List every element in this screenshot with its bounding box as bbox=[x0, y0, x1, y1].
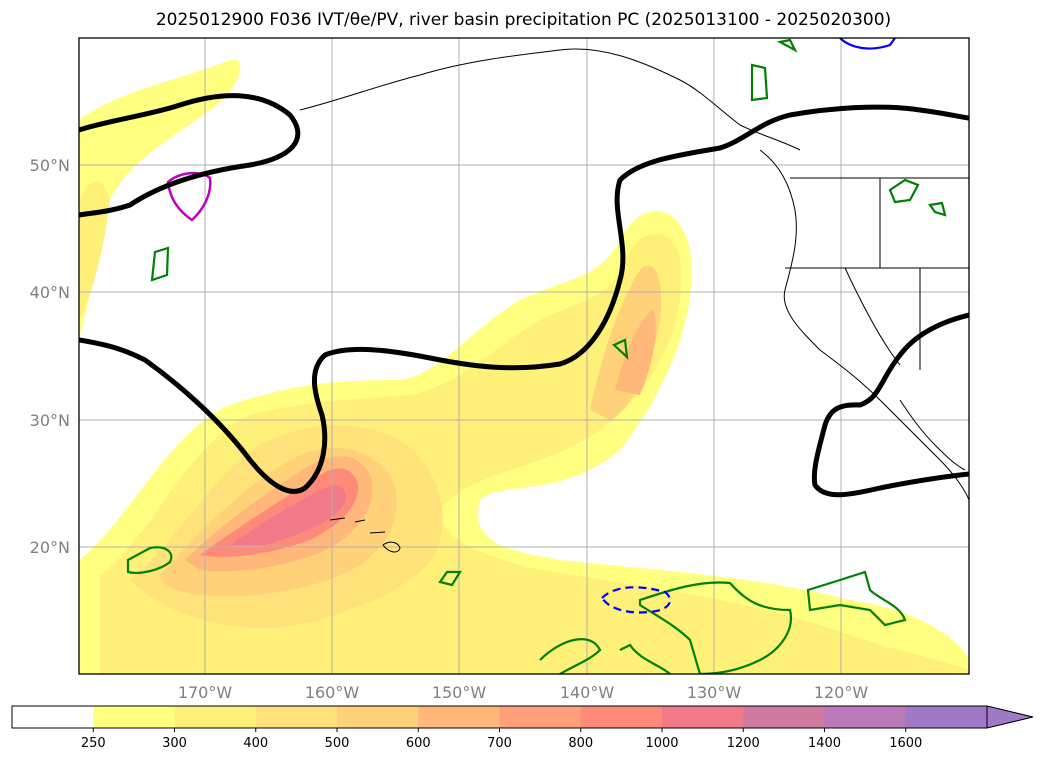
colorbar-tick-label: 1000 bbox=[645, 736, 678, 751]
ivt-band-800 bbox=[230, 485, 346, 545]
colorbar-tick-label: 1600 bbox=[889, 736, 922, 751]
pv-7 bbox=[750, 63, 769, 102]
colorbar-segment bbox=[337, 706, 419, 728]
alaska-coast bbox=[299, 48, 801, 151]
pv-neg-2 bbox=[839, 38, 896, 50]
pv-2 bbox=[150, 246, 170, 282]
colorbar-segment bbox=[499, 706, 582, 728]
lat-label: 30°N bbox=[30, 411, 70, 430]
colorbar-tick-label: 800 bbox=[568, 736, 593, 751]
baja-coast bbox=[899, 399, 966, 471]
pv-negative bbox=[600, 38, 896, 614]
coastlines bbox=[299, 48, 969, 553]
colorbar-segment bbox=[12, 706, 94, 728]
theta-e-north bbox=[79, 93, 301, 218]
lon-label: 140°W bbox=[560, 683, 615, 702]
lat-label: 20°N bbox=[30, 538, 70, 557]
colorbar-segment bbox=[743, 706, 825, 728]
pv-neg-1 bbox=[600, 586, 672, 614]
pv-8 bbox=[888, 178, 920, 204]
pv-contours bbox=[126, 38, 947, 674]
lon-label: 170°W bbox=[178, 683, 233, 702]
colorbar-segment bbox=[174, 706, 257, 728]
map-panel bbox=[79, 38, 969, 674]
pv-4 bbox=[539, 638, 602, 674]
colorbar: 250 300 400 500 600 700 800 1000 1200 1400 1600 bbox=[11, 705, 1034, 751]
hawaii bbox=[329, 517, 401, 553]
theta-e-contours bbox=[79, 93, 969, 498]
colorbar-segment bbox=[418, 706, 500, 728]
lon-label: 130°W bbox=[687, 683, 742, 702]
colorbar-segment bbox=[824, 706, 907, 728]
lat-label: 40°N bbox=[30, 283, 70, 302]
colorbar-tick-label: 600 bbox=[406, 736, 431, 751]
colorbar-segment bbox=[662, 706, 744, 728]
pv-1 bbox=[126, 546, 173, 574]
lon-labels: 170°W 160°W 150°W 140°W 130°W 120°W bbox=[178, 683, 869, 702]
map-grid bbox=[79, 38, 969, 674]
pv-6 bbox=[806, 570, 907, 627]
state-border-5 bbox=[844, 267, 901, 366]
colorbar-tick-label: 400 bbox=[243, 736, 268, 751]
lon-label: 160°W bbox=[305, 683, 360, 702]
colorbar-tick-label: 500 bbox=[325, 736, 350, 751]
colorbar-tick-label: 1200 bbox=[727, 736, 760, 751]
map-title: 2025012900 F036 IVT/θe/PV, river basin p… bbox=[155, 10, 892, 30]
north-america-coast bbox=[759, 149, 969, 501]
pv-5 bbox=[638, 581, 793, 674]
pv-11 bbox=[619, 643, 671, 674]
lat-labels: 50°N 40°N 30°N 20°N bbox=[30, 156, 70, 557]
colorbar-tick-label: 700 bbox=[487, 736, 512, 751]
colorbar-tick-label: 300 bbox=[162, 736, 187, 751]
colorbar-tick-label: 250 bbox=[81, 736, 106, 751]
pv-9 bbox=[928, 201, 947, 217]
ivt-band-nw bbox=[79, 59, 241, 340]
colorbar-extend-arrow bbox=[986, 705, 1034, 729]
colorbar-segment bbox=[255, 706, 338, 728]
colorbar-segment bbox=[905, 706, 988, 728]
colorbar-segment bbox=[580, 706, 663, 728]
pv-12 bbox=[776, 38, 798, 53]
lat-label: 50°N bbox=[30, 156, 70, 175]
colorbar-tick-label: 1400 bbox=[808, 736, 841, 751]
colorbar-segment bbox=[93, 706, 175, 728]
theta-e-main bbox=[79, 104, 969, 494]
ivt-band-south bbox=[480, 609, 969, 674]
ivt-band-700 bbox=[200, 468, 359, 557]
lon-label: 120°W bbox=[814, 683, 869, 702]
pv-10 bbox=[612, 338, 629, 360]
ivt-band-ne2 bbox=[615, 310, 656, 395]
map-frame bbox=[78, 37, 970, 675]
lon-label: 150°W bbox=[432, 683, 487, 702]
theta-e-south bbox=[811, 312, 969, 498]
magenta-contour bbox=[166, 171, 212, 222]
pv-3 bbox=[438, 570, 462, 587]
